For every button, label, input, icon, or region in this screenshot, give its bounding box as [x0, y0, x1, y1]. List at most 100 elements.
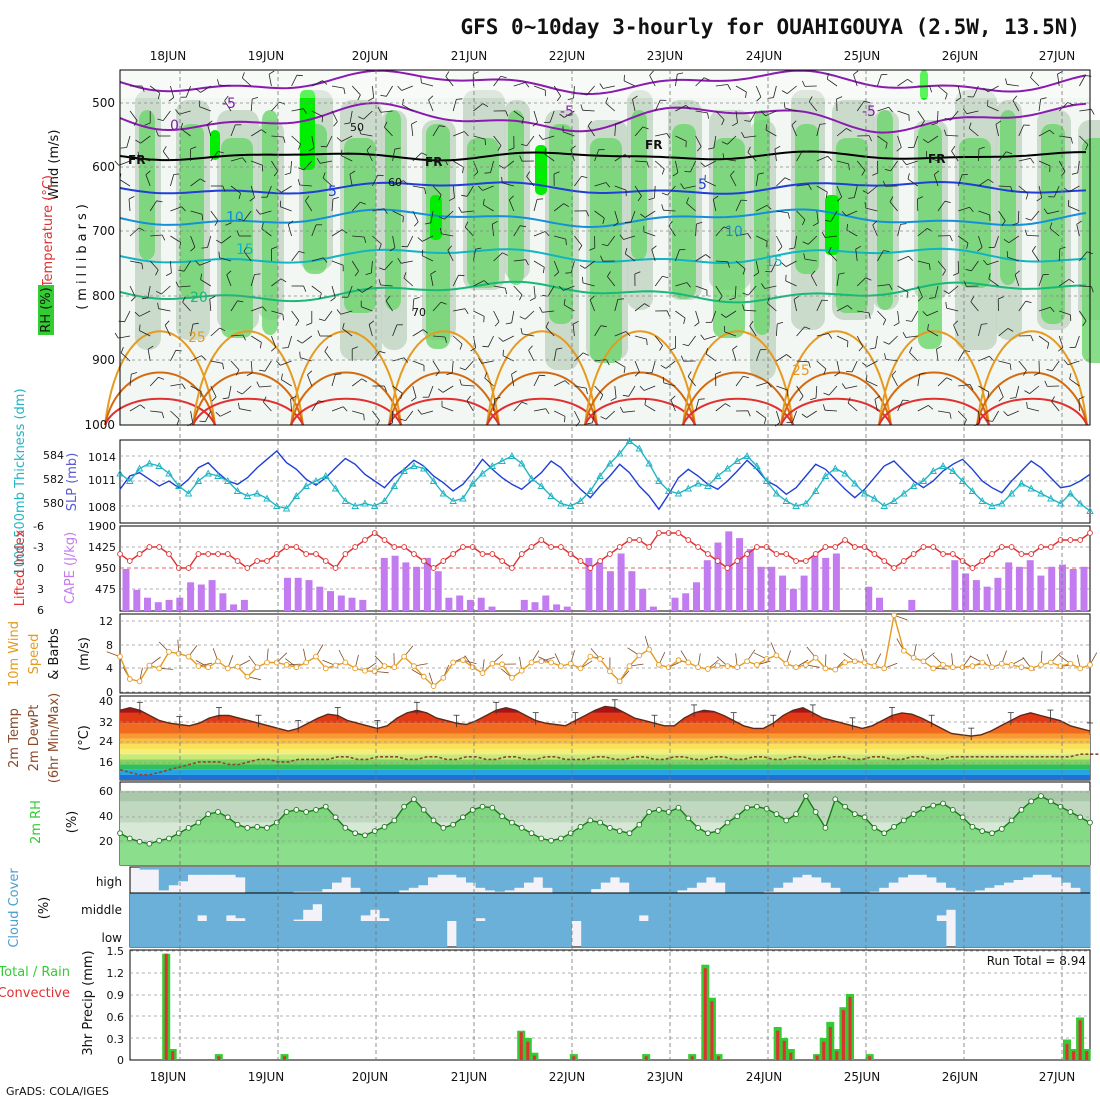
- wind-barb-flag: [1012, 222, 1019, 226]
- wind10-point: [381, 663, 388, 669]
- cloud-low-bar: [667, 921, 678, 947]
- wind-barb-flag: [756, 96, 762, 102]
- wind-barb: [207, 235, 212, 248]
- cape-bar: [1059, 564, 1066, 611]
- wind-barb-flag: [403, 272, 407, 279]
- lifted-index-point: [1038, 544, 1044, 550]
- wind-barb: [1069, 378, 1080, 387]
- cloud-mid-bar: [341, 893, 352, 921]
- rh2m-point: [126, 835, 133, 842]
- rh2m-point: [930, 802, 937, 809]
- lifted-index-point: [440, 558, 447, 564]
- wind-barb: [587, 125, 595, 137]
- cloud-low-bar: [514, 921, 524, 947]
- wind-barb-flag: [606, 359, 610, 366]
- cloud-low-bar: [792, 921, 803, 947]
- wind-barb: [422, 255, 434, 262]
- rh-color-swatch: [38, 285, 54, 335]
- cape-bar: [596, 562, 604, 611]
- wind-barb-flag: [317, 330, 321, 337]
- wind-barb-flag: [424, 188, 427, 195]
- wind-barb: [511, 374, 515, 387]
- wind-barb-flag: [944, 200, 951, 203]
- wind-barb: [361, 306, 373, 312]
- wind-barb-flag: [727, 84, 731, 90]
- wind-barb-flag: [157, 93, 161, 100]
- wind10-point: [509, 674, 515, 681]
- precip-panel: Run Total = 8.94 1.5 1.2 0.9 0.6 0.3 0 T…: [0, 945, 1091, 1067]
- wind-barb: [301, 335, 313, 344]
- wind-barb-flag: [764, 417, 767, 425]
- thickness-point: [449, 497, 457, 504]
- cloud-mid-bar: [552, 893, 563, 921]
- wind-barb: [411, 124, 414, 137]
- wind10-point: [430, 683, 437, 689]
- wind-barb-flag: [318, 318, 325, 321]
- cape-bar: [348, 597, 356, 611]
- wind-barb-flag: [1033, 372, 1040, 376]
- wind-barb: [968, 127, 979, 137]
- wind-barb: [149, 85, 161, 94]
- wind-barb-flag: [336, 309, 342, 315]
- wind-barb: [465, 360, 474, 371]
- wind-barb-flag: [1069, 373, 1072, 380]
- wind-barb-flag: [529, 297, 536, 302]
- wind-barb: [145, 174, 151, 187]
- precip-conv-bar: [710, 1001, 714, 1060]
- wind-barb: [182, 301, 191, 312]
- wind-barb: [412, 385, 417, 398]
- cape-bar: [617, 553, 625, 611]
- thickness-point: [184, 489, 193, 497]
- wind-barb-flag: [963, 419, 967, 426]
- cape-bar: [811, 555, 819, 611]
- wind-barb-flag: [333, 121, 338, 127]
- wind-barb: [651, 360, 656, 373]
- wind-barb: [481, 360, 494, 364]
- wind-barb-flag: [882, 319, 887, 326]
- cloud-high-bar: [898, 867, 908, 878]
- wind-barb-flag: [882, 180, 886, 187]
- rh2m-point: [166, 835, 172, 842]
- wind-barb: [224, 100, 232, 112]
- thickness-point: [263, 494, 271, 502]
- wind-barb-flag: [1047, 342, 1050, 349]
- wind-barb-flag: [298, 167, 304, 171]
- wind-barb-flag: [217, 79, 220, 86]
- wind-barb: [1049, 227, 1060, 237]
- cloud-high-bar: [283, 867, 294, 893]
- wind-barb: [667, 185, 676, 196]
- wind-barb: [670, 399, 676, 412]
- wind-barb-flag: [822, 404, 826, 411]
- wind-barb: [816, 333, 829, 337]
- wind-barb-flag: [802, 219, 806, 226]
- wind-barb: [704, 180, 716, 187]
- wind-barb-flag: [305, 195, 310, 202]
- wind-barb: [1079, 108, 1092, 112]
- rh2m-point: [871, 825, 878, 831]
- thickness-point: [1066, 489, 1075, 497]
- wind-barb-flag: [306, 322, 312, 326]
- wind-barb: [326, 135, 333, 147]
- wind-barb-flag: [464, 221, 469, 228]
- cloud-high-bar: [955, 867, 966, 891]
- thickness-point: [155, 462, 163, 469]
- cape-bar: [639, 588, 647, 611]
- wind-barb-flag: [322, 257, 328, 263]
- wind-barb: [687, 376, 696, 387]
- thickness-point: [419, 464, 428, 472]
- cape-bar: [962, 573, 970, 611]
- wind-barb: [207, 124, 212, 137]
- wind-barb-flag: [384, 121, 388, 128]
- wind-barb-flag: [862, 190, 869, 194]
- wind-barb: [528, 350, 535, 362]
- cape-bar: [294, 577, 302, 611]
- wind-barb: [1051, 401, 1060, 412]
- thickness-point: [958, 477, 967, 484]
- wind10-point: [499, 661, 505, 668]
- wind-barb-flag: [962, 108, 968, 114]
- cloud-mid-bar: [187, 893, 198, 921]
- wind-barb-flag: [644, 398, 647, 405]
- rh-band: [590, 138, 622, 363]
- wind10-point: [273, 659, 280, 666]
- wind-barb-flag: [525, 259, 529, 266]
